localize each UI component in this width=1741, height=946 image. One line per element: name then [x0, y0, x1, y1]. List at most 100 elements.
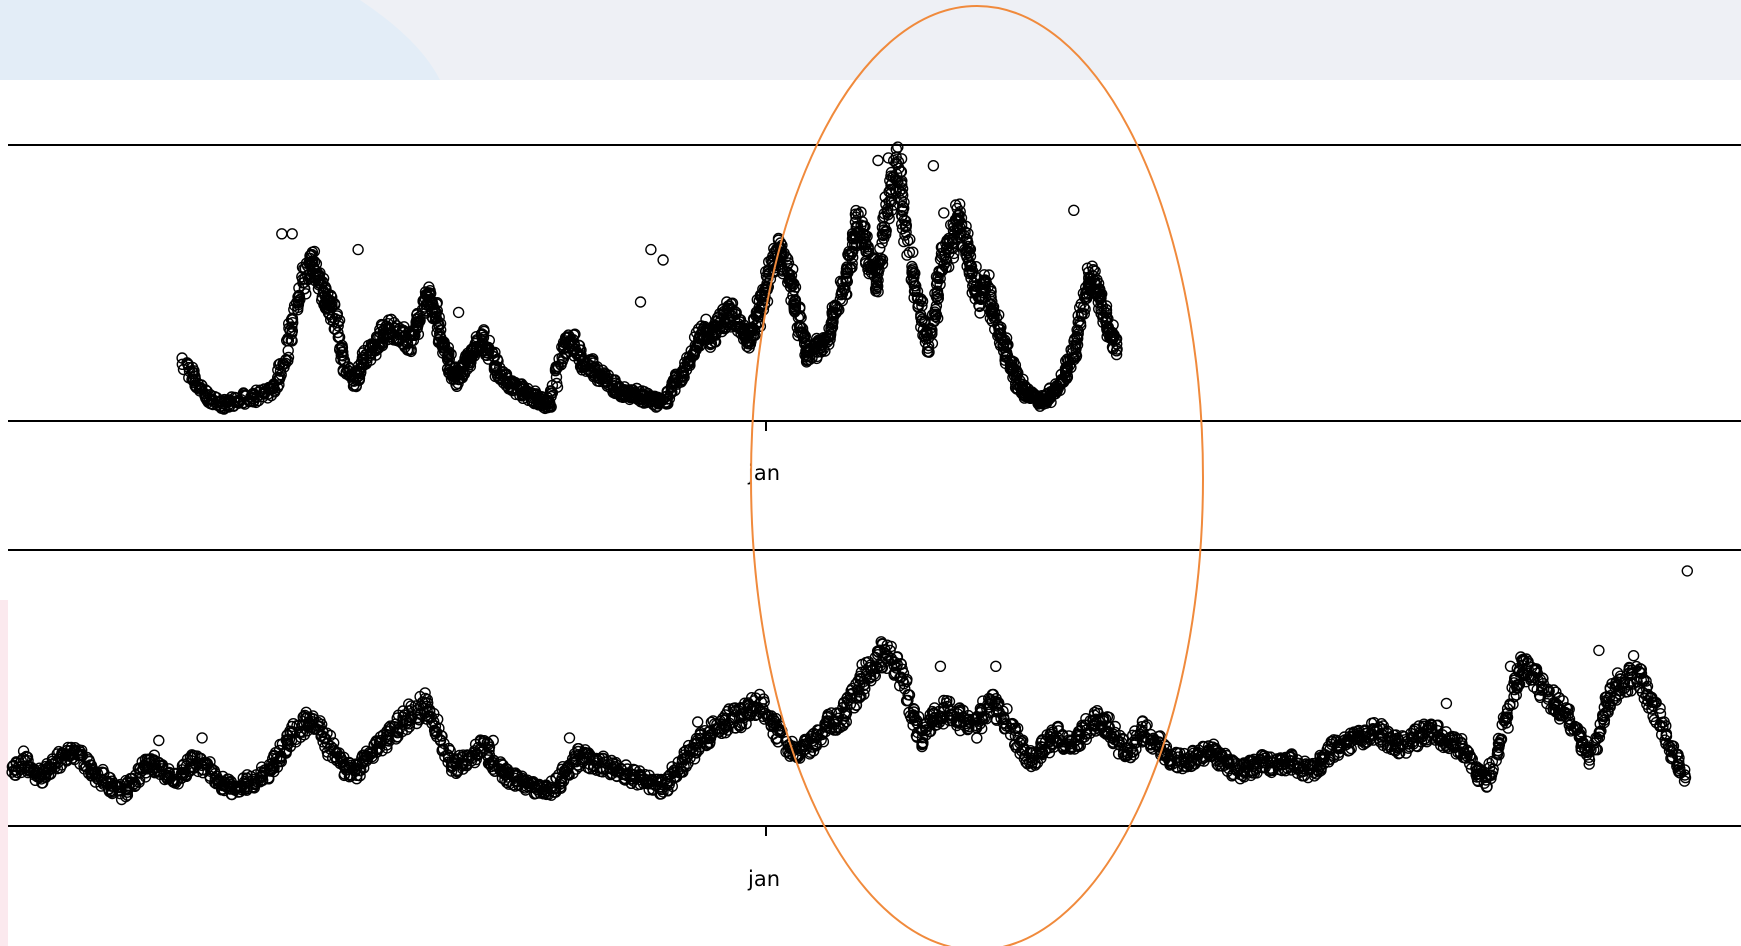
top-point [965, 259, 977, 271]
top-point [870, 279, 883, 291]
top-point [443, 353, 455, 366]
top-panel: jan [8, 141, 1741, 485]
top-point [176, 358, 189, 370]
top-point [915, 293, 927, 305]
top-point [974, 307, 986, 319]
top-point [874, 242, 886, 255]
top-outlier-point [938, 207, 950, 219]
top-point [926, 328, 938, 340]
top-point [873, 263, 885, 276]
top-point [332, 320, 344, 332]
backdrop-swoosh [0, 0, 440, 80]
top-point [846, 258, 858, 270]
top-point [433, 318, 445, 330]
top-point [924, 326, 936, 339]
top-point [559, 347, 572, 360]
top-point [895, 165, 908, 178]
top-point [934, 278, 946, 291]
top-point [895, 153, 908, 165]
top-point [1100, 300, 1113, 312]
top-point [902, 235, 914, 247]
top-point [780, 251, 792, 263]
top-point [930, 311, 942, 323]
top-point [544, 385, 557, 397]
top-point [556, 351, 568, 364]
top-point [907, 267, 920, 280]
top-point [898, 214, 910, 226]
top-point [964, 260, 976, 272]
top-point [900, 215, 912, 227]
top-point [292, 301, 304, 313]
bottom-panel: jan [6, 549, 1741, 891]
top-point [980, 275, 992, 287]
top-point [491, 353, 503, 365]
top-point [333, 314, 346, 326]
top-outlier-point [452, 306, 465, 319]
top-point [948, 247, 960, 260]
top-point [282, 355, 294, 367]
top-point [994, 323, 1006, 335]
bottom-point [75, 744, 88, 757]
bottom-point [120, 790, 132, 803]
top-point [888, 154, 900, 167]
top-point [762, 281, 774, 293]
top-panel-x-tick-label: jan [747, 461, 780, 485]
top-point [941, 255, 953, 268]
top-point [876, 253, 889, 266]
top-point [930, 300, 943, 312]
top-point [414, 314, 426, 327]
top-point [274, 365, 287, 377]
top-point [890, 143, 903, 155]
top-point [782, 253, 794, 265]
top-point [904, 233, 916, 246]
top-point [787, 290, 799, 302]
top-point [787, 263, 799, 275]
top-outlier-point [1068, 204, 1080, 217]
top-outlier-point [657, 254, 669, 266]
top-outlier-point [634, 296, 647, 308]
top-point [876, 228, 889, 241]
top-point [794, 310, 806, 322]
top-point [1094, 284, 1106, 296]
top-point [932, 292, 944, 305]
top-point [901, 249, 913, 261]
top-point [978, 269, 990, 281]
top-outlier-point [952, 209, 964, 222]
top-point [273, 373, 285, 385]
top-point [900, 219, 912, 232]
top-point [1092, 277, 1105, 290]
top-point [559, 336, 571, 349]
top-point [889, 172, 901, 185]
top-point [985, 283, 997, 296]
top-point [443, 347, 455, 360]
top-point [895, 194, 907, 207]
top-point [847, 251, 859, 263]
top-point [916, 295, 929, 307]
top-outlier-point [352, 243, 364, 256]
top-point [292, 296, 305, 309]
top-point [336, 341, 349, 354]
bottom-point [75, 748, 87, 761]
top-point [381, 328, 393, 341]
top-outlier-point [872, 154, 884, 167]
top-point [900, 226, 912, 238]
top-point [896, 183, 909, 195]
top-point [875, 255, 887, 267]
plot-area [8, 80, 1741, 946]
top-outlier-point [898, 196, 910, 209]
top-point [324, 297, 336, 310]
top-point [300, 288, 312, 300]
top-point [916, 300, 928, 312]
top-outlier-point [882, 152, 895, 164]
top-point [872, 286, 884, 298]
top-point [885, 204, 898, 217]
top-point [788, 302, 800, 314]
top-point [337, 350, 349, 362]
top-point [874, 257, 886, 269]
top-point [1108, 331, 1121, 343]
top-point [795, 321, 807, 333]
top-point [326, 295, 338, 308]
top-point [663, 392, 676, 405]
top-point [954, 198, 966, 210]
